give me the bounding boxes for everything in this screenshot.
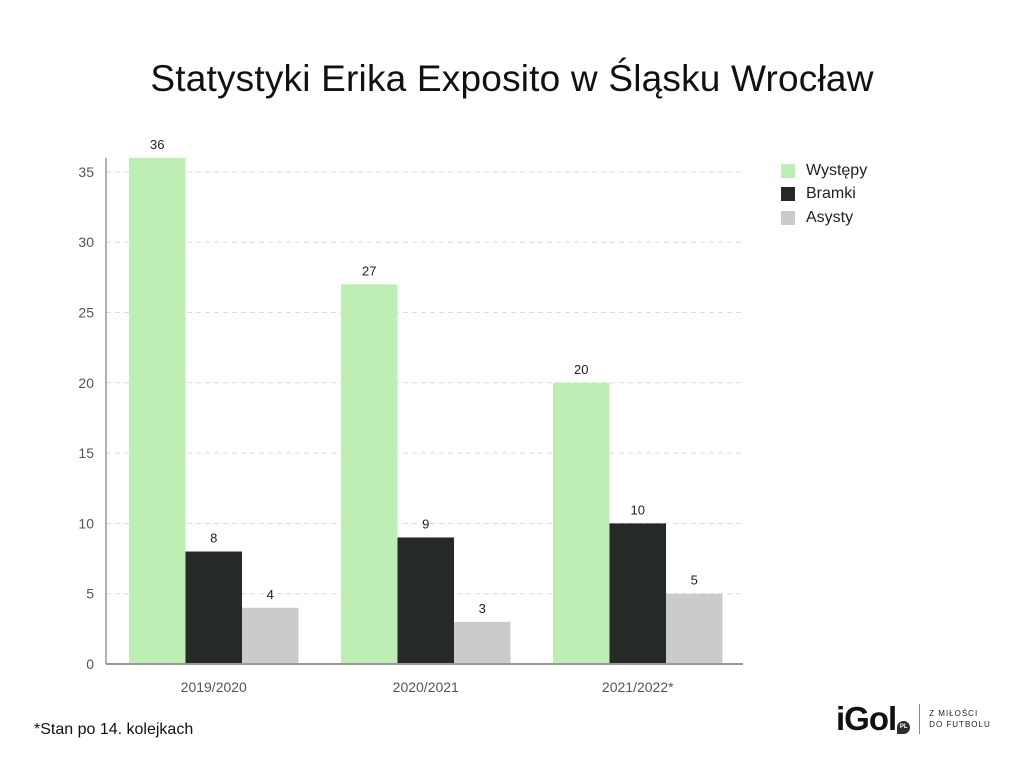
- legend-item-asysty: Asysty: [781, 206, 867, 230]
- logo-text: iGol: [836, 700, 897, 737]
- y-tick-label-15: 15: [78, 445, 94, 461]
- data-label-bramki-2: 10: [631, 502, 645, 517]
- y-tick-label-25: 25: [78, 305, 94, 321]
- bar-asysty-0: [242, 607, 299, 664]
- data-label-występy-1: 27: [362, 263, 376, 278]
- bar-asysty-1: [454, 621, 511, 664]
- y-tick-label-35: 35: [78, 164, 94, 180]
- brand-divider: [919, 704, 921, 734]
- igol-logo: iGol PL: [836, 700, 911, 738]
- bar-asysty-2: [666, 593, 723, 664]
- bar-bramki-1: [397, 537, 454, 664]
- y-tick-label-5: 5: [86, 586, 94, 602]
- tagline-line-2: DO FUTBOLU: [929, 720, 991, 729]
- x-tick-label-2: 2021/2022*: [602, 679, 674, 695]
- bar-bramki-2: [609, 523, 666, 664]
- data-label-bramki-1: 9: [422, 516, 429, 531]
- legend-label-asysty: Asysty: [806, 208, 854, 226]
- chart-legend: Występy Bramki Asysty: [781, 159, 867, 230]
- y-tick-label-20: 20: [78, 375, 94, 391]
- bar-bramki-0: [185, 551, 242, 664]
- pl-badge-icon: PL: [897, 721, 911, 734]
- legend-item-bramki: Bramki: [781, 183, 867, 207]
- chart-title: Statystyki Erika Exposito w Śląsku Wrocł…: [150, 58, 874, 99]
- data-label-występy-0: 36: [150, 137, 164, 152]
- legend-swatch-asysty: [781, 210, 795, 225]
- data-label-występy-2: 20: [574, 362, 588, 377]
- bar-występy-0: [129, 157, 186, 664]
- legend-label-wystepy: Występy: [806, 161, 868, 179]
- tagline-line-1: Z MIŁOŚCI: [929, 709, 979, 718]
- x-tick-label-0: 2019/2020: [181, 679, 247, 695]
- brand-logo: iGol PL Z MIŁOŚCI DO FUTBOLU: [836, 700, 991, 738]
- x-tick-label-1: 2020/2021: [393, 679, 459, 695]
- footnote: *Stan po 14. kolejkach: [34, 721, 194, 738]
- data-label-bramki-0: 8: [210, 531, 217, 546]
- data-label-asysty-2: 5: [691, 573, 698, 588]
- legend-item-wystepy: Występy: [781, 159, 867, 183]
- brand-tagline: Z MIŁOŚCI DO FUTBOLU: [929, 708, 991, 730]
- bar-występy-1: [341, 284, 398, 664]
- y-tick-label-30: 30: [78, 234, 94, 250]
- bar-występy-2: [553, 382, 610, 664]
- data-label-asysty-1: 3: [479, 601, 486, 616]
- y-tick-label-10: 10: [78, 515, 94, 531]
- legend-label-bramki: Bramki: [806, 185, 856, 203]
- y-tick-label-0: 0: [86, 656, 94, 672]
- data-label-asysty-0: 4: [267, 587, 274, 602]
- legend-swatch-wystepy: [781, 163, 795, 178]
- legend-swatch-bramki: [781, 187, 795, 202]
